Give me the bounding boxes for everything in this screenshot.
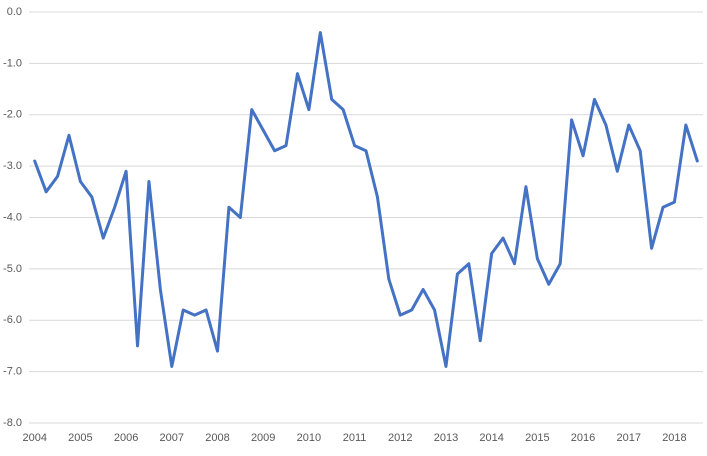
x-tick-label: 2014 xyxy=(479,432,503,444)
y-tick-label: 0.0 xyxy=(7,6,22,18)
y-tick-label: -5.0 xyxy=(3,263,22,275)
x-tick-label: 2009 xyxy=(251,432,275,444)
x-tick-label: 2004 xyxy=(22,432,46,444)
y-tick-label: -6.0 xyxy=(3,314,22,326)
x-tick-label: 2015 xyxy=(525,432,549,444)
y-tick-label: -4.0 xyxy=(3,211,22,223)
x-tick-label: 2011 xyxy=(343,432,367,444)
x-tick-label: 2016 xyxy=(571,432,595,444)
x-tick-label: 2013 xyxy=(434,432,458,444)
y-tick-label: -3.0 xyxy=(3,160,22,172)
data-line xyxy=(33,31,699,368)
y-tick-label: -8.0 xyxy=(3,417,22,429)
x-tick-label: 2005 xyxy=(68,432,92,444)
x-tick-label: 2010 xyxy=(297,432,321,444)
x-tick-label: 2018 xyxy=(662,432,686,444)
y-tick-label: -1.0 xyxy=(3,57,22,69)
y-tick-label: -7.0 xyxy=(3,366,22,378)
x-tick-label: 2006 xyxy=(114,432,138,444)
x-tick-label: 2008 xyxy=(205,432,229,444)
x-tick-label: 2007 xyxy=(160,432,184,444)
y-tick-label: -2.0 xyxy=(3,109,22,121)
x-tick-label: 2017 xyxy=(617,432,641,444)
x-tick-label: 2012 xyxy=(388,432,412,444)
